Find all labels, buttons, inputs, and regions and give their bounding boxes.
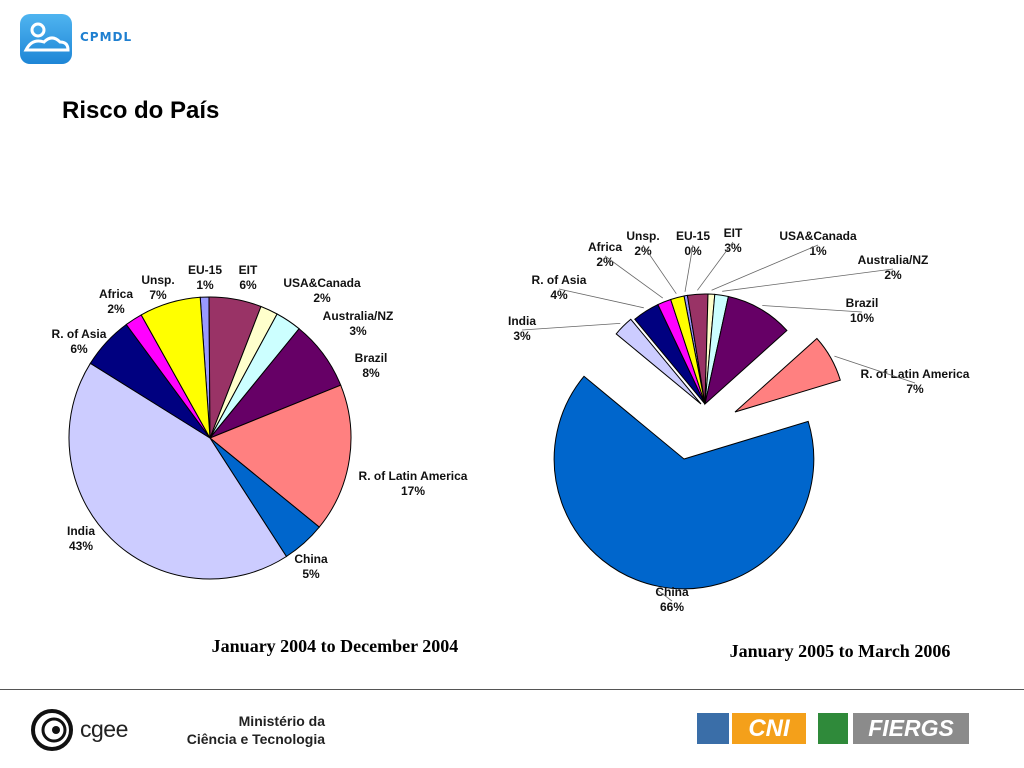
leader-line-eit	[697, 241, 734, 291]
pie-slice-r-of-latin-america	[734, 337, 841, 413]
slice-label-brazil: Brazil	[846, 296, 879, 310]
slice-label-usa-canada: USA&Canada	[283, 276, 361, 290]
pie-slice-r-of-latin-america	[209, 384, 352, 528]
slice-label-china: China	[655, 585, 689, 599]
slice-label-r-of-latin-america: R. of Latin America	[861, 367, 970, 381]
ministry-line-1: Ministério da	[238, 713, 325, 729]
leader-line-unsp	[642, 244, 677, 294]
cpmdl-logo-icon	[20, 14, 72, 64]
slice-label-r-of-asia: R. of Asia	[532, 273, 587, 287]
slice-percent-r-of-asia: 4%	[550, 288, 568, 302]
slice-percent-eit: 6%	[239, 278, 257, 292]
slice-percent-r-of-asia: 6%	[70, 342, 88, 356]
leader-line-r-of-latin-america	[834, 355, 916, 384]
slice-percent-africa: 2%	[107, 302, 125, 316]
fiergs-seal-icon	[818, 713, 848, 744]
slice-label-usa-canada: USA&Canada	[779, 229, 857, 243]
slice-percent-brazil: 8%	[362, 366, 380, 380]
slice-label-eit: EIT	[724, 226, 743, 240]
slice-percent-eu-15: 1%	[196, 278, 214, 292]
slice-label-india: India	[67, 524, 95, 538]
leader-line-china	[657, 589, 673, 602]
footer-divider	[0, 689, 1024, 690]
slice-percent-brazil: 10%	[850, 311, 874, 325]
pie-slice-unsp	[140, 296, 211, 439]
cgee-logo-text: cgee	[80, 716, 128, 742]
ministry-line-2: Ciência e Tecnologia	[186, 731, 325, 747]
leader-line-brazil	[762, 305, 863, 313]
pie-slice-india	[615, 318, 702, 405]
slice-label-unsp: Unsp.	[626, 229, 659, 243]
pie-slice-china	[553, 375, 815, 590]
slice-label-eu-15: EU-15	[676, 229, 710, 243]
slice-label-africa: Africa	[588, 240, 622, 254]
leader-line-india	[521, 323, 621, 331]
slice-label-australia-nz: Australia/NZ	[323, 309, 394, 323]
leader-line-australia-nz	[722, 268, 894, 292]
leader-line-eu-15	[684, 244, 694, 292]
slice-percent-china: 5%	[302, 567, 320, 581]
fiergs-logo: FIERGS	[853, 713, 969, 744]
leader-line-africa	[604, 255, 664, 299]
page-title: Risco do País	[62, 97, 220, 124]
slice-percent-china: 66%	[660, 600, 684, 614]
slice-percent-australia-nz: 3%	[349, 324, 367, 338]
slice-percent-r-of-latin-america: 7%	[906, 382, 924, 396]
slice-percent-r-of-latin-america: 17%	[401, 484, 425, 498]
leader-line-usa-canada	[711, 244, 819, 291]
slice-percent-eit: 3%	[724, 241, 742, 255]
slice-label-r-of-latin-america: R. of Latin America	[359, 469, 468, 483]
slice-label-china: China	[294, 552, 328, 566]
slice-label-r-of-asia: R. of Asia	[52, 327, 107, 341]
slice-label-india: India	[508, 314, 536, 328]
ministry-logo-text: Ministério da Ciência e Tecnologia	[170, 712, 325, 748]
slice-percent-usa-canada: 1%	[809, 244, 827, 258]
cgee-logo-icon	[31, 709, 73, 751]
period-label-2004: January 2004 to December 2004	[212, 636, 459, 656]
slice-percent-eu-15: 0%	[684, 244, 702, 258]
slice-label-africa: Africa	[99, 287, 133, 301]
slice-percent-unsp: 2%	[634, 244, 652, 258]
slice-percent-unsp: 7%	[149, 288, 167, 302]
slice-label-eu-15: EU-15	[188, 263, 222, 277]
pie-slice-india	[68, 362, 288, 580]
slice-percent-africa: 2%	[596, 255, 614, 269]
slice-label-unsp: Unsp.	[141, 273, 174, 287]
leader-line-r-of-asia	[558, 288, 644, 309]
cni-logo: CNI	[732, 713, 806, 744]
logo-text: CPMDL	[80, 30, 133, 44]
slice-label-brazil: Brazil	[355, 351, 388, 365]
pie-slice-unsp	[670, 295, 706, 405]
pie-chart-2005: EU-150%EIT3%USA&Canada1%Australia/NZ2%Br…	[508, 226, 970, 614]
slice-percent-usa-canada: 2%	[313, 291, 331, 305]
slice-label-australia-nz: Australia/NZ	[858, 253, 929, 267]
period-label-2005: January 2005 to March 2006	[730, 641, 951, 661]
slice-percent-india: 3%	[513, 329, 531, 343]
slice-percent-australia-nz: 2%	[884, 268, 902, 282]
pie-slice-brazil	[704, 295, 788, 406]
cni-seal-icon	[697, 713, 729, 744]
slice-label-eit: EIT	[239, 263, 258, 277]
slice-percent-india: 43%	[69, 539, 93, 553]
